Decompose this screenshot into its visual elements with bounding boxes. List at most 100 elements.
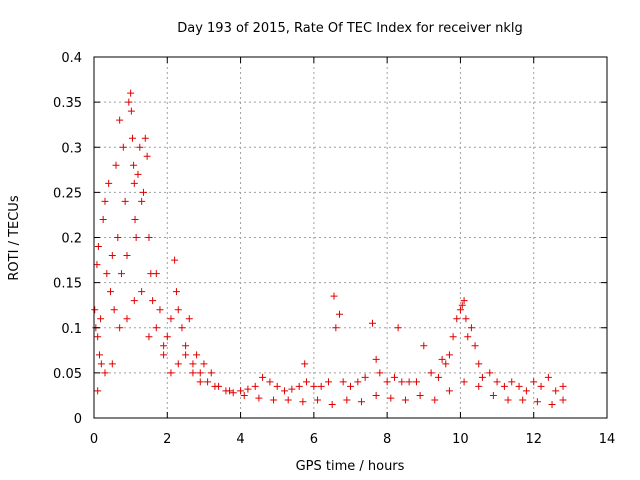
chart-title: Day 193 of 2015, Rate Of TEC Index for r… (177, 21, 523, 36)
y-tick-label: 0.2 (61, 232, 82, 247)
data-point (357, 398, 365, 406)
data-point (106, 288, 114, 296)
data-point (460, 297, 468, 305)
data-point (508, 378, 516, 386)
data-point (127, 107, 135, 115)
data-point (456, 306, 464, 314)
data-point (537, 382, 545, 390)
x-tick-label: 2 (163, 432, 171, 447)
y-tick-label: 0.4 (61, 51, 82, 66)
data-point (156, 306, 164, 314)
data-point (325, 378, 333, 386)
data-point (416, 391, 424, 399)
data-point (431, 396, 439, 404)
data-point (394, 324, 402, 332)
data-point (347, 382, 354, 390)
data-point (330, 292, 338, 300)
data-point (270, 396, 278, 404)
data-point (273, 382, 281, 390)
data-points (91, 89, 567, 408)
data-point (332, 324, 340, 332)
data-point (475, 382, 483, 390)
data-point (196, 369, 204, 377)
x-tick-labels: 0 2 4 6 8 10 12 14 (90, 432, 615, 447)
data-point (288, 385, 296, 393)
data-point (178, 324, 186, 332)
data-point (97, 315, 105, 323)
data-point (449, 333, 457, 341)
data-point (354, 378, 362, 386)
data-point (139, 188, 147, 196)
data-point (328, 400, 336, 408)
data-point (453, 315, 461, 323)
data-point (207, 369, 215, 377)
data-point (123, 252, 131, 260)
data-point (134, 170, 142, 178)
data-point (174, 306, 182, 314)
data-point (211, 382, 219, 390)
y-tick-label: 0.1 (61, 322, 82, 337)
data-point (387, 394, 395, 402)
data-point (301, 360, 309, 368)
data-point (103, 270, 111, 278)
data-point (504, 396, 512, 404)
data-point (445, 387, 453, 395)
data-point (464, 333, 472, 341)
grid-lines (94, 57, 607, 418)
data-point (204, 378, 212, 386)
data-point (97, 360, 105, 368)
data-point (493, 378, 501, 386)
data-point (314, 396, 322, 404)
data-point (522, 387, 530, 395)
x-tick-label: 0 (90, 432, 98, 447)
data-point (259, 373, 267, 381)
data-point (467, 324, 475, 332)
data-point (500, 382, 508, 390)
data-point (438, 355, 446, 363)
data-point (182, 351, 190, 359)
data-point (548, 400, 556, 408)
data-point (185, 315, 193, 323)
data-point (445, 351, 453, 359)
data-point (401, 396, 409, 404)
data-point (101, 369, 109, 377)
data-point (149, 297, 157, 305)
data-point (295, 382, 303, 390)
data-point (152, 324, 160, 332)
data-point (105, 179, 113, 187)
data-point (376, 369, 384, 377)
data-point (310, 382, 318, 390)
data-point (127, 89, 135, 97)
data-point (123, 315, 131, 323)
data-point (130, 179, 138, 187)
data-point (163, 333, 171, 341)
data-point (412, 378, 420, 386)
y-tick-labels: 0 0.05 0.1 0.15 0.2 0.25 0.3 0.35 0.4 (53, 51, 82, 427)
x-tick-label: 12 (525, 432, 542, 447)
data-point (130, 297, 138, 305)
data-point (515, 382, 523, 390)
x-tick-label: 4 (236, 432, 244, 447)
data-point (171, 256, 179, 264)
data-point (196, 378, 204, 386)
data-point (145, 234, 153, 241)
data-point (125, 98, 133, 106)
data-point (114, 234, 122, 241)
data-point (475, 360, 483, 368)
x-tick-label: 14 (599, 432, 616, 447)
data-point (95, 351, 103, 359)
data-point (559, 396, 567, 404)
y-tick-label: 0 (74, 412, 82, 427)
data-point (486, 369, 494, 377)
data-point (427, 369, 435, 377)
data-point (458, 301, 466, 309)
data-point (460, 378, 468, 386)
data-point (237, 387, 245, 395)
x-axis-label: GPS time / hours (296, 459, 405, 474)
data-point (251, 382, 259, 390)
data-point (136, 143, 144, 151)
y-tick-label: 0.3 (61, 141, 82, 156)
data-point (420, 342, 428, 350)
data-point (339, 378, 347, 386)
data-point (93, 261, 101, 269)
